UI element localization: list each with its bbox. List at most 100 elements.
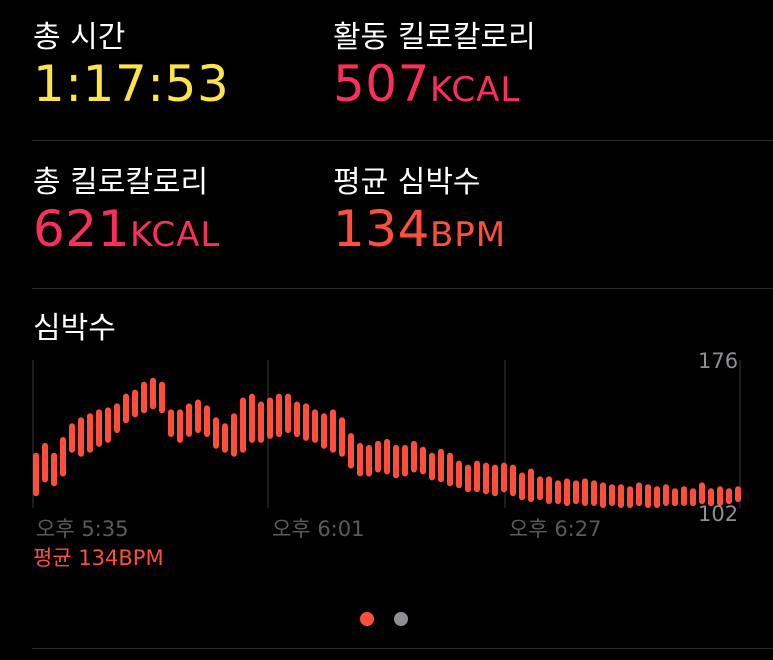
heart-rate-bar <box>681 486 687 506</box>
heart-rate-bar <box>366 444 372 477</box>
heart-rate-bar <box>294 401 300 437</box>
heart-rate-bar <box>555 480 561 505</box>
active-calories-label: 활동 킬로칼로리 <box>333 20 536 55</box>
page-dot-active[interactable] <box>360 612 374 626</box>
heart-rate-bar <box>501 462 507 493</box>
heart-rate-bar <box>699 482 705 505</box>
heart-rate-bar <box>546 476 552 504</box>
heart-rate-bar <box>663 484 669 506</box>
heart-rate-bar <box>492 464 498 497</box>
heart-rate-bar <box>519 472 525 501</box>
heart-rate-bar <box>735 486 741 503</box>
heart-rate-bar <box>564 478 570 506</box>
avg-heart-rate-value: 134BPM <box>333 201 506 263</box>
heart-rate-bar <box>717 486 723 506</box>
heart-rate-bar <box>186 403 192 437</box>
heart-rate-bar <box>195 399 201 433</box>
total-calories-label: 총 킬로칼로리 <box>33 165 209 200</box>
heart-rate-bar <box>312 409 318 443</box>
page-dot[interactable] <box>394 612 408 626</box>
heart-rate-bar <box>420 446 426 475</box>
divider <box>32 140 773 141</box>
axis-min-label: 102 <box>698 502 739 526</box>
heart-rate-bar <box>303 403 309 441</box>
heart-rate-bar <box>159 381 165 414</box>
divider <box>32 288 773 289</box>
total-calories-metric: 총 킬로칼로리 621KCAL <box>33 165 220 263</box>
page-indicator[interactable] <box>360 612 408 626</box>
heart-rate-bar <box>231 413 237 457</box>
heart-rate-bar <box>96 409 102 447</box>
heart-rate-bar <box>474 460 480 493</box>
heart-rate-bar <box>627 486 633 508</box>
heart-rate-bar <box>708 488 714 507</box>
heart-rate-bar <box>357 442 363 477</box>
heart-rate-bar <box>285 393 291 434</box>
total-calories-unit: KCAL <box>129 215 221 255</box>
heart-rate-bar <box>141 381 147 414</box>
active-calories-metric: 활동 킬로칼로리 507KCAL <box>333 20 536 118</box>
heart-rate-bar <box>348 433 354 469</box>
heart-rate-bar <box>573 480 579 505</box>
heart-rate-bar <box>267 397 273 439</box>
heart-rate-bar <box>618 484 624 508</box>
chart-gridlines <box>32 360 741 508</box>
heart-rate-bar <box>330 409 336 453</box>
heart-rate-bar <box>51 452 57 487</box>
time-label-end: 오후 6:27 <box>509 517 602 541</box>
heart-rate-bar <box>321 413 327 449</box>
heart-rate-bar <box>258 401 264 443</box>
heart-rate-bar <box>60 437 66 477</box>
heart-rate-bar <box>213 417 219 449</box>
active-calories-unit: KCAL <box>429 70 521 110</box>
heart-rate-bar <box>483 462 489 495</box>
heart-rate-bar <box>33 452 39 497</box>
avg-heart-rate-label: 평균 심박수 <box>333 165 481 200</box>
heart-rate-bar <box>276 393 282 437</box>
heart-rate-bar <box>78 417 84 457</box>
total-time-number: 1:17:53 <box>33 55 230 113</box>
heart-rate-bar <box>636 482 642 507</box>
heart-rate-bar <box>123 393 129 424</box>
total-calories-value: 621KCAL <box>33 201 220 263</box>
heart-rate-bar <box>537 476 543 501</box>
heart-rate-bar <box>204 405 210 437</box>
total-time-metric: 총 시간 1:17:53 <box>33 20 229 112</box>
heart-rate-bar <box>249 393 255 443</box>
heart-rate-bar <box>600 482 606 508</box>
heart-rate-bar <box>42 442 48 483</box>
heart-rate-bar <box>384 438 390 475</box>
heart-rate-bar <box>375 440 381 473</box>
heart-rate-bar <box>591 480 597 506</box>
heart-rate-bar <box>402 444 408 477</box>
heart-rate-bar <box>654 486 660 508</box>
time-label-start: 오후 5:35 <box>36 517 129 541</box>
heart-rate-bar <box>69 423 75 453</box>
heart-rate-bar <box>438 448 444 483</box>
active-calories-value: 507KCAL <box>333 56 536 118</box>
heart-rate-bar <box>672 488 678 507</box>
heart-rate-bar <box>240 397 246 453</box>
heart-rate-bar <box>690 488 696 507</box>
heart-rate-bar <box>339 417 345 457</box>
heart-rate-bar <box>168 409 174 437</box>
heart-rate-bar <box>447 452 453 487</box>
divider <box>32 648 773 649</box>
heart-rate-bar <box>411 440 417 473</box>
heart-rate-bar <box>645 484 651 508</box>
total-calories-number: 621 <box>33 200 130 258</box>
heart-rate-bar <box>87 413 93 453</box>
heart-rate-bar <box>465 464 471 493</box>
heart-rate-bar <box>429 452 435 481</box>
heart-rate-bar <box>222 423 228 453</box>
heart-rate-bar <box>456 460 462 489</box>
heart-rate-bar <box>393 444 399 479</box>
average-heart-rate-label: 평균 134BPM <box>33 546 164 570</box>
time-label-middle: 오후 6:01 <box>272 517 365 541</box>
avg-heart-rate-number: 134 <box>333 200 430 258</box>
heart-rate-title: 심박수 <box>33 311 116 346</box>
heart-rate-bar <box>177 409 183 443</box>
heart-rate-bar <box>726 488 732 505</box>
heart-rate-bar <box>609 484 615 506</box>
